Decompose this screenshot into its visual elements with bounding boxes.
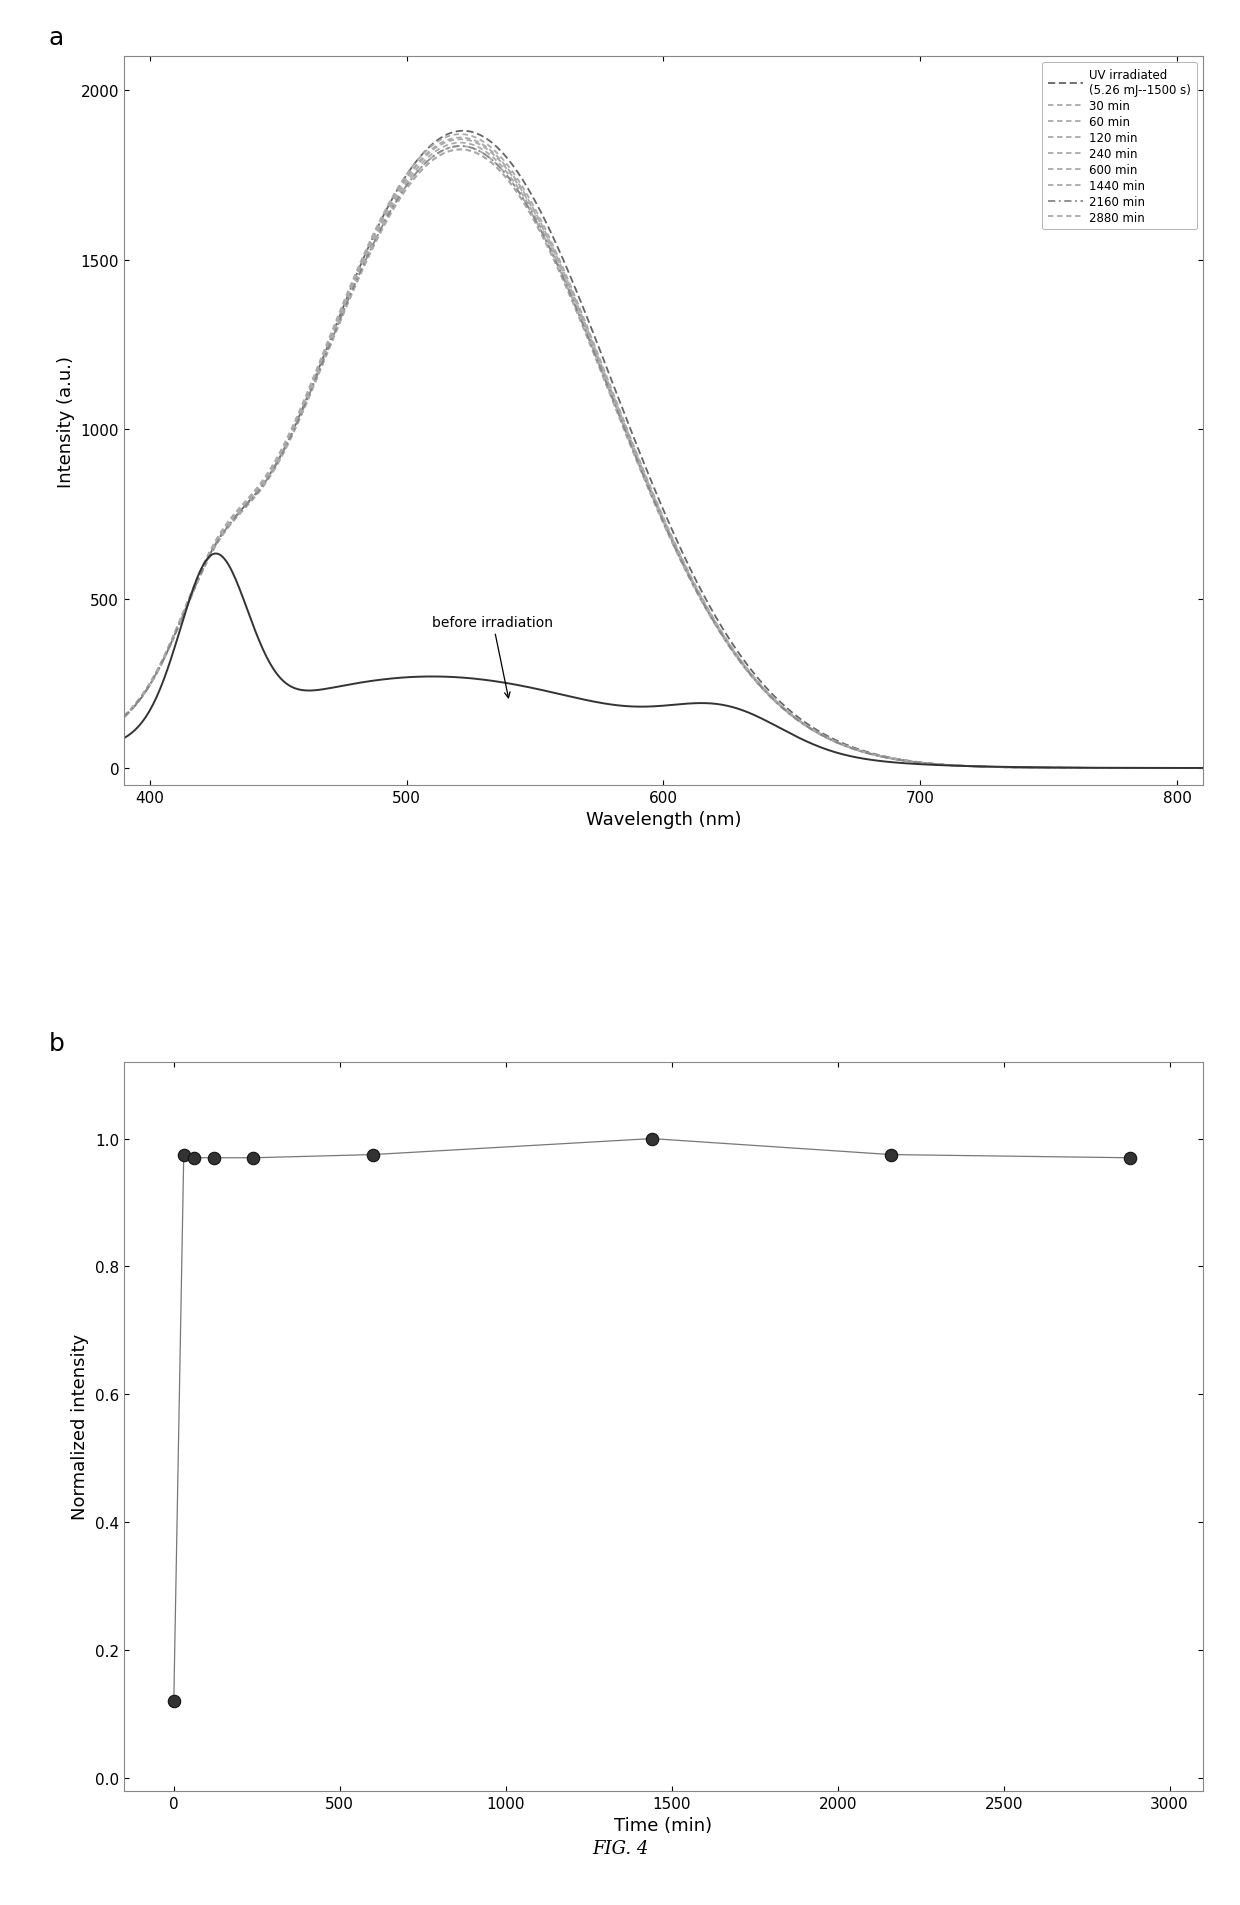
Y-axis label: Normalized intensity: Normalized intensity — [72, 1334, 89, 1520]
Text: a: a — [48, 27, 63, 50]
Point — [184, 1143, 203, 1173]
Point — [243, 1143, 263, 1173]
Point — [164, 1686, 184, 1716]
Text: FIG. 4: FIG. 4 — [591, 1840, 649, 1857]
Legend: UV irradiated
(5.26 mJ--1500 s), 30 min, 60 min, 120 min, 240 min, 600 min, 1440: UV irradiated (5.26 mJ--1500 s), 30 min,… — [1042, 63, 1197, 231]
Point — [174, 1139, 193, 1170]
Point — [642, 1124, 662, 1154]
Y-axis label: Intensity (a.u.): Intensity (a.u.) — [57, 356, 76, 488]
Point — [203, 1143, 223, 1173]
Point — [1120, 1143, 1140, 1173]
Text: before irradiation: before irradiation — [433, 615, 553, 699]
X-axis label: Wavelength (nm): Wavelength (nm) — [585, 812, 742, 829]
X-axis label: Time (min): Time (min) — [614, 1815, 713, 1835]
Point — [880, 1139, 900, 1170]
Text: b: b — [48, 1031, 64, 1055]
Point — [363, 1139, 383, 1170]
